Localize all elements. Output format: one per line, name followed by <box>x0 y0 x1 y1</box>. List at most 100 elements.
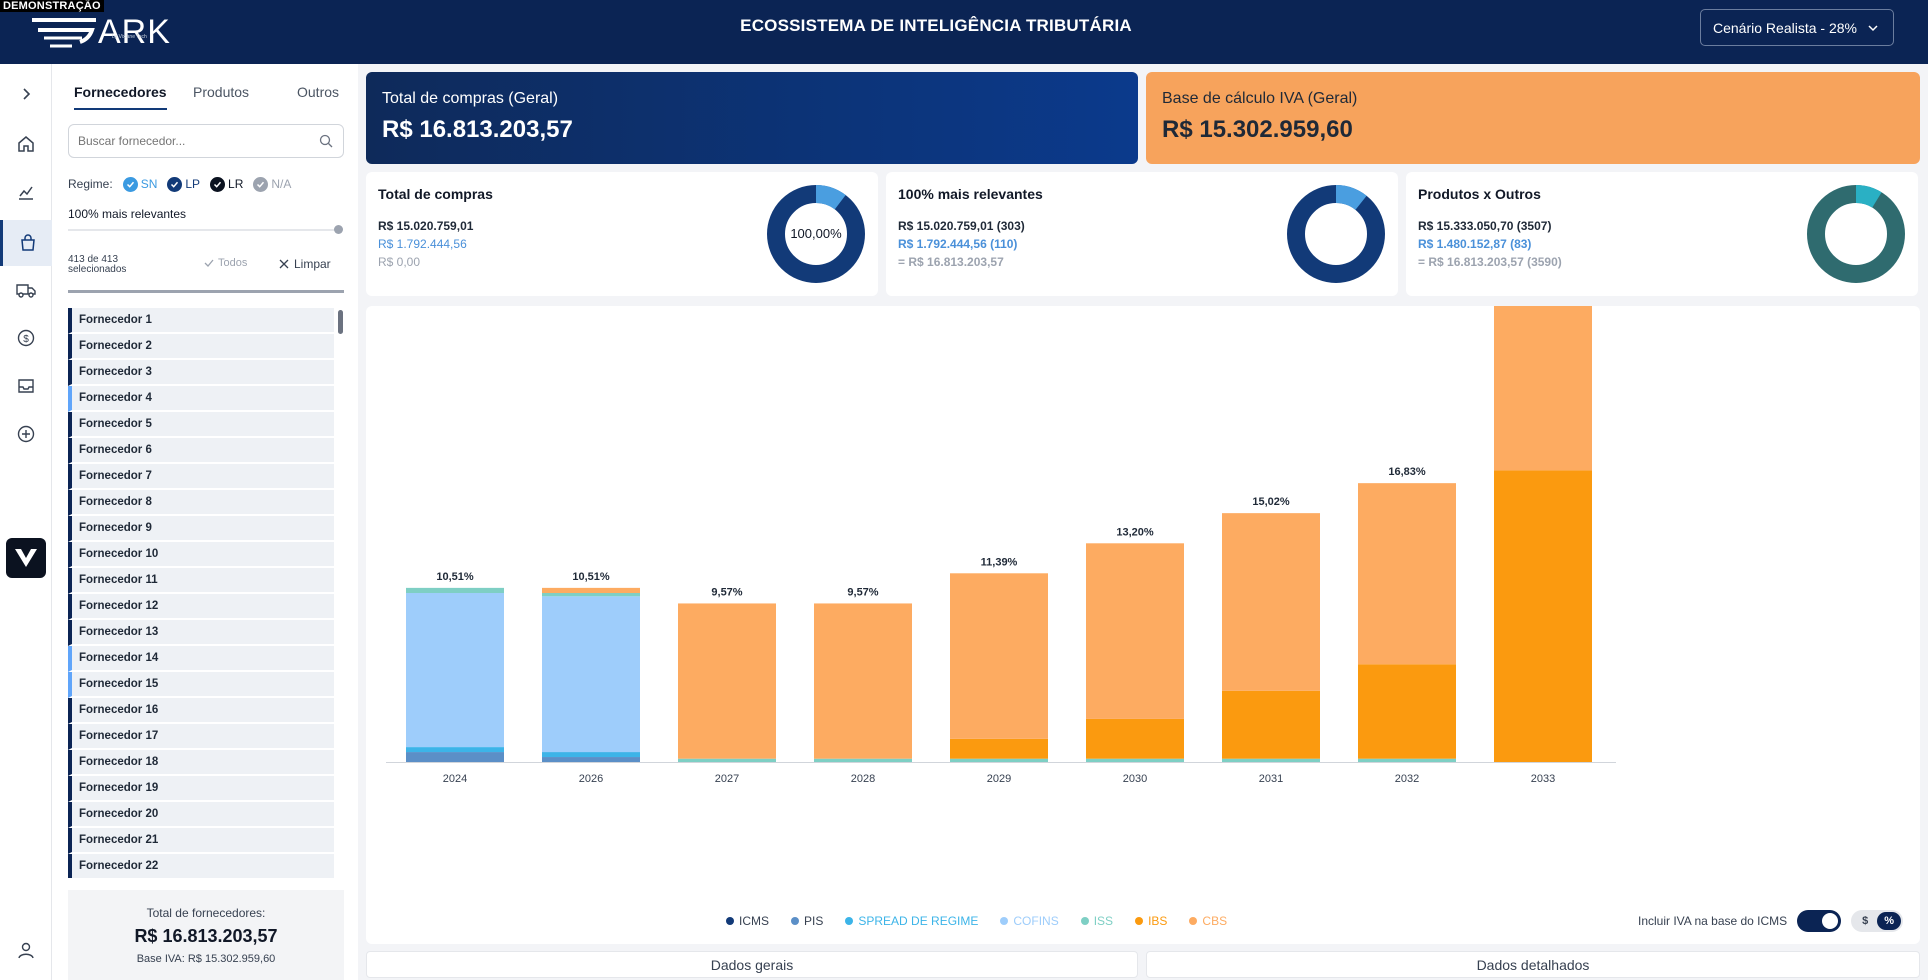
supplier-row[interactable]: Fornecedor 5 <box>68 412 334 438</box>
supplier-row[interactable]: Fornecedor 17 <box>68 724 334 750</box>
bar-segment-cofins-2026[interactable] <box>542 596 640 753</box>
nav-analytics[interactable] <box>0 172 52 212</box>
legend-item[interactable]: ICMS <box>726 914 769 928</box>
relevance-slider[interactable] <box>68 225 344 234</box>
tab-produtos[interactable]: Produtos <box>193 84 250 100</box>
bar-segment-iss-2031[interactable] <box>1222 758 1320 762</box>
kpi-total-compras-value: R$ 16.813.203,57 <box>382 116 573 143</box>
nav-purchases[interactable] <box>0 220 52 266</box>
panel-divider <box>68 290 344 293</box>
supplier-search-input[interactable] <box>69 125 299 157</box>
bar-segment-cbs-2030[interactable] <box>1086 543 1184 719</box>
bar-segment-cbs-2032[interactable] <box>1358 483 1456 665</box>
select-all-button[interactable]: Todos <box>204 257 247 269</box>
legend-item[interactable]: PIS <box>791 914 823 928</box>
bar-segment-ibs-2030[interactable] <box>1086 718 1184 759</box>
card-line-2: R$ 1.792.444,56 <box>378 237 467 251</box>
regime-na-checkbox[interactable]: N/A <box>253 176 291 192</box>
supplier-row[interactable]: Fornecedor 13 <box>68 620 334 646</box>
supplier-row[interactable]: Fornecedor 16 <box>68 698 334 724</box>
slider-handle[interactable] <box>334 225 343 234</box>
supplier-row[interactable]: Fornecedor 8 <box>68 490 334 516</box>
scenario-select[interactable]: Cenário Realista - 28% <box>1700 9 1894 46</box>
supplier-list-scrollbar[interactable] <box>338 310 343 334</box>
supplier-row[interactable]: Fornecedor 9 <box>68 516 334 542</box>
bar-segment-iss-2024[interactable] <box>406 587 504 594</box>
bar-segment-cbs-2028[interactable] <box>814 603 912 759</box>
tab-fornecedores[interactable]: Fornecedores <box>74 84 167 110</box>
bar-segment-iss-2030[interactable] <box>1086 758 1184 762</box>
legend-item[interactable]: COFINS <box>1000 914 1059 928</box>
supplier-row[interactable]: Fornecedor 11 <box>68 568 334 594</box>
bar-segment-iss-2029[interactable] <box>950 758 1048 762</box>
bar-segment-cofins-2024[interactable] <box>406 593 504 748</box>
vixiane-app-button[interactable] <box>6 538 46 578</box>
percent-mode-button[interactable]: % <box>1877 912 1902 930</box>
chevron-down-icon <box>1868 25 1878 32</box>
supplier-row[interactable]: Fornecedor 1 <box>68 308 334 334</box>
supplier-row[interactable]: Fornecedor 22 <box>68 854 334 878</box>
bar-segment-cbs-2033[interactable] <box>1494 302 1592 471</box>
tax-chart-panel: 10,51% 2024 10,51% 2026 9,57% 2027 9,57% 2028 11… <box>366 286 1920 944</box>
home-icon <box>18 136 34 152</box>
bar-segment-spread-de-regime-2026[interactable] <box>542 752 640 758</box>
bar-segment-cbs-2029[interactable] <box>950 573 1048 739</box>
bar-segment-pis-2026[interactable] <box>542 757 640 762</box>
supplier-row[interactable]: Fornecedor 15 <box>68 672 334 698</box>
nav-finance[interactable]: $ <box>0 318 52 358</box>
bar-segment-pis-2024[interactable] <box>406 752 504 762</box>
nav-inbox[interactable] <box>0 366 52 406</box>
regime-sn-label: SN <box>140 177 158 191</box>
nav-add[interactable] <box>0 414 52 454</box>
bar-segment-ibs-2029[interactable] <box>950 738 1048 759</box>
legend-item[interactable]: SPREAD DE REGIME <box>845 914 978 928</box>
expand-sidebar-button[interactable] <box>0 74 52 114</box>
regime-lr-checkbox[interactable]: LR <box>210 176 243 192</box>
supplier-row[interactable]: Fornecedor 18 <box>68 750 334 776</box>
legend-item[interactable]: ISS <box>1080 914 1113 928</box>
legend-item[interactable]: CBS <box>1189 914 1227 928</box>
supplier-totals: Total de fornecedores: R$ 16.813.203,57 … <box>68 890 344 980</box>
bar-segment-cbs-2027[interactable] <box>678 603 776 759</box>
supplier-row[interactable]: Fornecedor 21 <box>68 828 334 854</box>
nav-logistics[interactable] <box>0 270 52 310</box>
clear-button[interactable]: Limpar <box>279 257 331 271</box>
x-tick-label: 2029 <box>987 773 1011 785</box>
bar-segment-cbs-2026[interactable] <box>542 587 640 594</box>
supplier-row[interactable]: Fornecedor 20 <box>68 802 334 828</box>
bar-segment-iss-2027[interactable] <box>678 758 776 762</box>
search-icon[interactable] <box>319 134 333 148</box>
bar-segment-iss-2028[interactable] <box>814 758 912 762</box>
bar-segment-spread-de-regime-2024[interactable] <box>406 747 504 753</box>
bar-segment-iss-2032[interactable] <box>1358 758 1456 762</box>
supplier-row[interactable]: Fornecedor 12 <box>68 594 334 620</box>
bar-segment-ibs-2031[interactable] <box>1222 690 1320 759</box>
currency-mode-button[interactable]: $ <box>1862 915 1869 927</box>
ark-logo[interactable]: ARK <box>30 8 171 56</box>
supplier-row[interactable]: Fornecedor 7 <box>68 464 334 490</box>
regime-sn-checkbox[interactable]: SN <box>122 176 158 192</box>
bar-segment-cbs-2031[interactable] <box>1222 513 1320 691</box>
legend-item[interactable]: IBS <box>1135 914 1167 928</box>
supplier-row[interactable]: Fornecedor 6 <box>68 438 334 464</box>
tab-dados-gerais[interactable]: Dados gerais <box>366 951 1138 978</box>
tab-dados-detalhados[interactable]: Dados detalhados <box>1146 951 1920 978</box>
nav-user-profile[interactable] <box>0 930 52 970</box>
tab-outros[interactable]: Outros <box>297 84 340 100</box>
supplier-row[interactable]: Fornecedor 3 <box>68 360 334 386</box>
selection-count-line1: 413 de 413 <box>68 254 119 265</box>
x-tick-label: 2030 <box>1123 773 1147 785</box>
bar-segment-ibs-2032[interactable] <box>1358 664 1456 759</box>
card-line-3: = R$ 16.813.203,57 (3590) <box>1418 255 1562 269</box>
chart-line-icon <box>19 186 33 200</box>
supplier-row[interactable]: Fornecedor 4 <box>68 386 334 412</box>
supplier-row[interactable]: Fornecedor 14 <box>68 646 334 672</box>
iva-toggle-switch[interactable] <box>1797 910 1842 932</box>
supplier-row[interactable]: Fornecedor 19 <box>68 776 334 802</box>
nav-home[interactable] <box>0 124 52 164</box>
supplier-row[interactable]: Fornecedor 10 <box>68 542 334 568</box>
bar-segment-ibs-2033[interactable] <box>1494 470 1592 762</box>
regime-lp-checkbox[interactable]: LP <box>167 176 200 192</box>
supplier-row[interactable]: Fornecedor 2 <box>68 334 334 360</box>
bar-segment-iss-2026[interactable] <box>542 593 640 597</box>
